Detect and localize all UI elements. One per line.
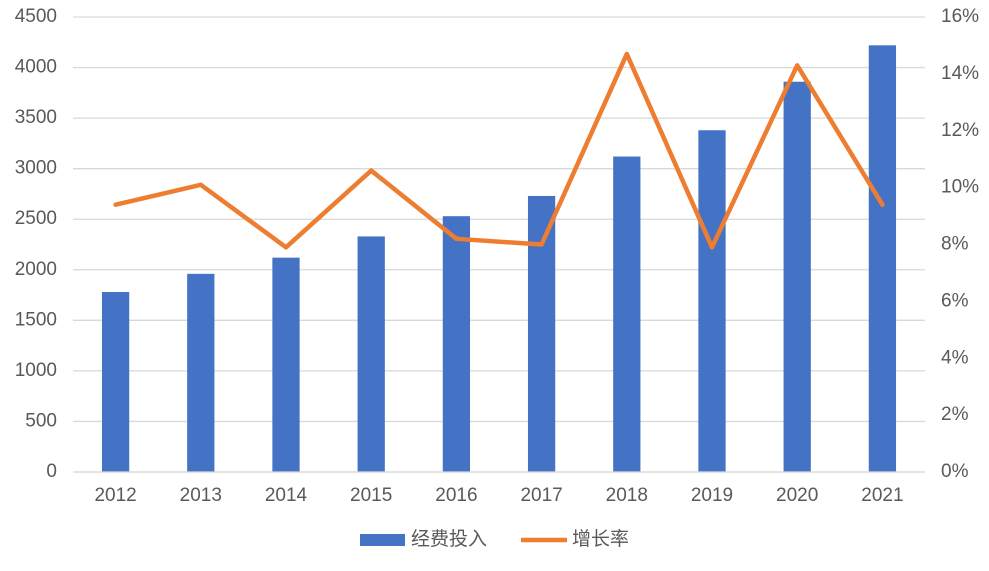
bar [101,292,130,472]
line [113,51,885,250]
y-tick-label: 0 [46,461,57,482]
y2-tick-label: 4% [941,347,969,368]
bar [187,273,215,472]
y-tick-label: 2000 [15,259,57,280]
y2-tick-label: 8% [941,234,969,255]
x-tick-label: 2019 [691,485,733,506]
y-tick-label: 2500 [15,208,57,229]
y-tick-label: 1500 [15,309,57,330]
y2-tick-label: 6% [941,290,969,311]
y2-tick-label: 2% [941,404,969,425]
y-tick-label: 1000 [15,360,57,381]
x-tick-label: 2013 [180,485,222,506]
y2-tick-label: 0% [941,461,969,482]
legend-label: 经费投入 [411,528,487,550]
legend-label: 增长率 [572,528,629,550]
x-tick-label: 2015 [350,485,392,506]
bar [442,216,471,472]
y2-tick-label: 12% [941,120,979,141]
y2-tick-label: 14% [941,63,979,84]
x-tick-label: 2014 [265,485,308,506]
x-tick-label: 2021 [861,485,903,506]
x-tick-label: 2012 [94,485,136,506]
y-tick-label: 500 [25,410,57,431]
y2-tick-label: 16% [941,6,979,27]
x-tick-label: 2020 [776,485,818,506]
y-tick-label: 4000 [15,57,57,78]
y-tick-label: 4500 [15,6,57,27]
bar [357,236,385,472]
y-tick-label: 3000 [15,158,57,179]
x-tick-label: 2018 [606,485,648,506]
bar [868,45,897,473]
y-tick-label: 3500 [15,107,57,128]
legend-swatch [360,534,405,546]
bar [272,257,300,472]
bar [698,130,726,472]
bar [613,156,641,473]
x-tick-label: 2017 [520,485,562,506]
y2-tick-label: 10% [941,177,979,198]
bar [783,81,811,472]
x-tick-label: 2016 [435,485,477,506]
bar [527,195,556,472]
